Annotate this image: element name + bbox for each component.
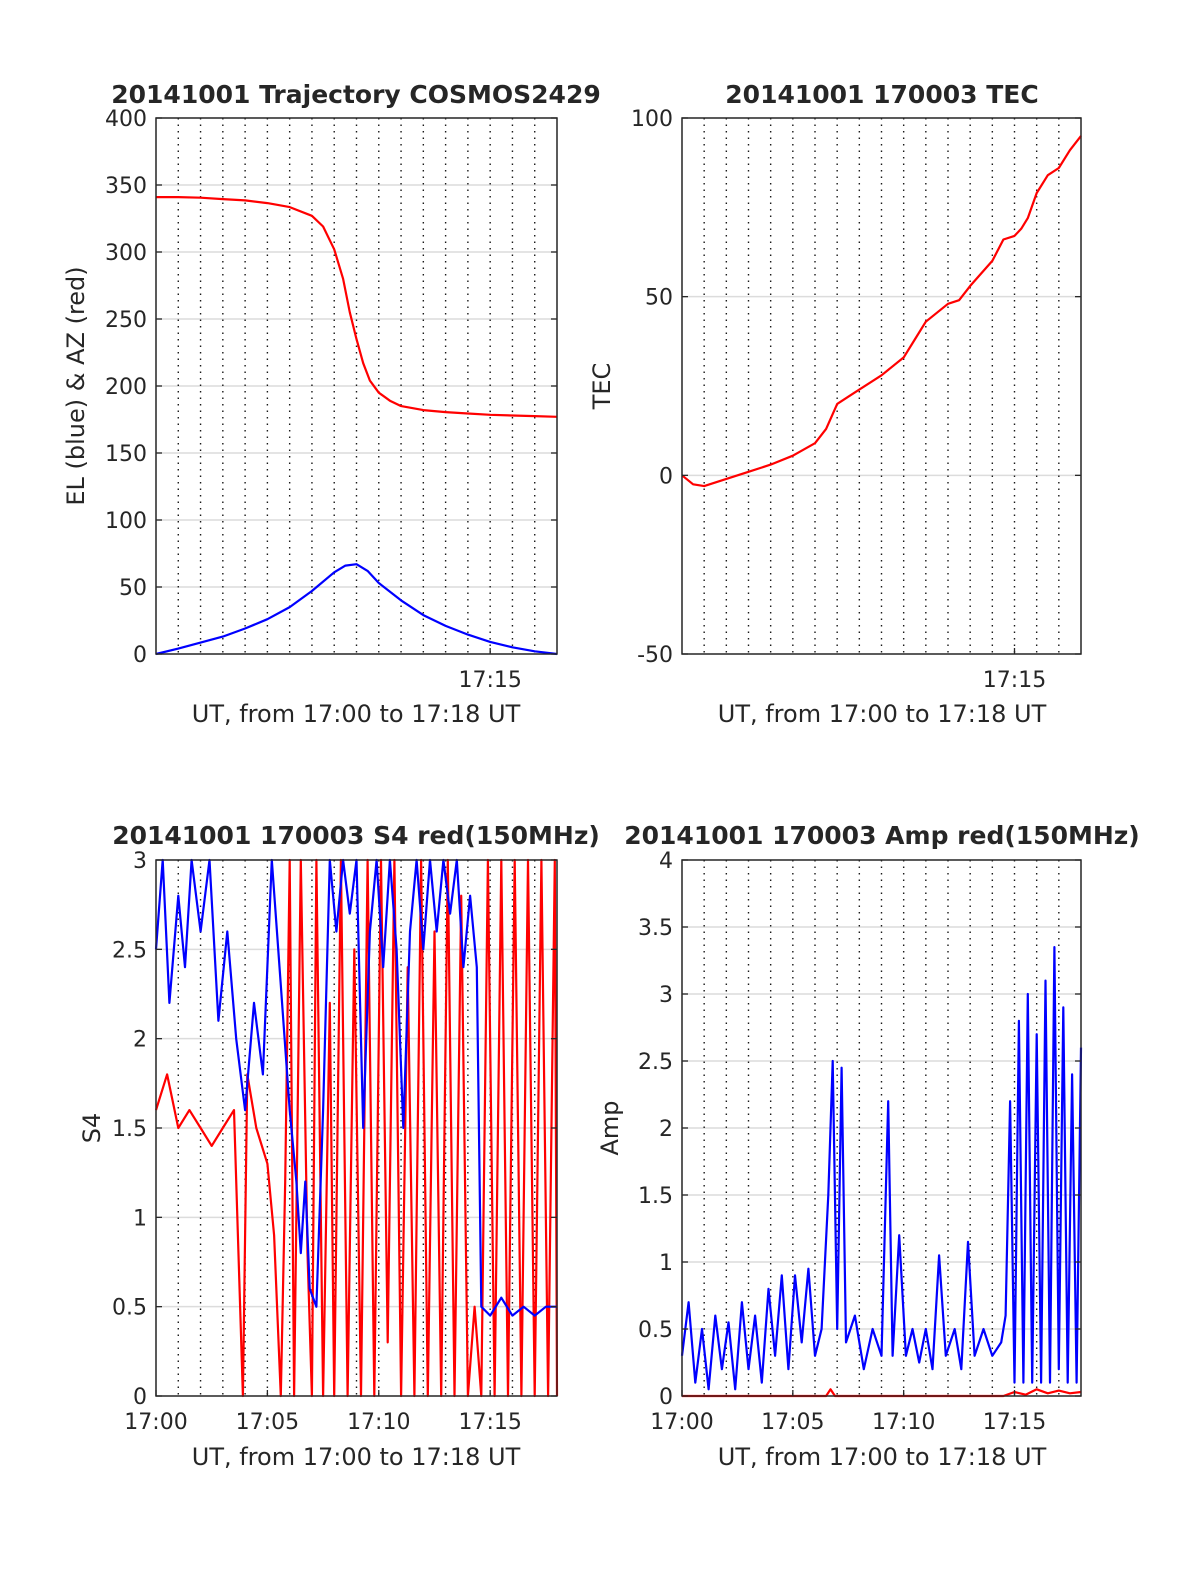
tec-y-tick-label: 50	[645, 286, 673, 311]
amp-y-tick-label: 2.5	[638, 1050, 673, 1075]
amp-y-tick-label: 0	[659, 1385, 673, 1410]
trajectory-panel: 20141001 Trajectory COSMOS2429 UT, from …	[62, 80, 601, 728]
amp-x-axis-label: UT, from 17:00 to 17:18 UT	[718, 1443, 1047, 1471]
amp-series-red-line	[682, 1388, 1082, 1398]
trajectory-y-tick-label: 250	[105, 308, 147, 333]
tec-y-tick-label: 100	[631, 107, 673, 132]
s4-y-tick-label: 2	[133, 1028, 147, 1053]
amp-x-tick-label: 17:05	[761, 1410, 824, 1435]
s4-y-tick-label: 0	[133, 1385, 147, 1410]
trajectory-y-tick-label: 150	[105, 442, 147, 467]
s4-panel: 20141001 170003 S4 red(150MHz) UT, from …	[78, 821, 600, 1471]
trajectory-series-red-line	[156, 196, 558, 418]
trajectory-x-tick-label: 17:15	[458, 668, 521, 693]
trajectory-series-blue-line	[155, 563, 558, 656]
s4-series-blue-line	[154, 858, 557, 1317]
tec-x-tick-label: 17:15	[983, 668, 1046, 693]
trajectory-y-tick-label: 300	[105, 241, 147, 266]
amp-x-tick-label: 17:15	[983, 1410, 1046, 1435]
s4-x-tick-label: 17:05	[236, 1410, 299, 1435]
s4-x-tick-label: 17:15	[458, 1410, 521, 1435]
amp-y-tick-label: 0.5	[638, 1318, 673, 1343]
trajectory-x-axis-label: UT, from 17:00 to 17:18 UT	[192, 700, 521, 728]
trajectory-y-tick-label: 350	[105, 174, 147, 199]
amp-y-tick-label: 1.5	[638, 1184, 673, 1209]
tec-y-tick-label: 0	[659, 464, 673, 489]
amp-y-tick-label: 3	[659, 983, 673, 1008]
s4-y-tick-label: 0.5	[112, 1296, 147, 1321]
trajectory-y-tick-label: 400	[105, 107, 147, 132]
trajectory-y-tick-label: 50	[119, 576, 147, 601]
s4-x-tick-label: 17:10	[347, 1410, 410, 1435]
s4-x-axis-label: UT, from 17:00 to 17:18 UT	[192, 1443, 521, 1471]
trajectory-y-axis-label: EL (blue) & AZ (red)	[62, 266, 90, 505]
amp-y-tick-label: 1	[659, 1251, 673, 1276]
amp-y-tick-label: 4	[659, 849, 673, 874]
trajectory-y-tick-label: 0	[133, 643, 147, 668]
amp-x-tick-label: 17:00	[650, 1410, 713, 1435]
amp-y-tick-label: 3.5	[638, 916, 673, 941]
s4-y-tick-label: 3	[133, 849, 147, 874]
amp-panel: 20141001 170003 Amp red(150MHz) UT, from…	[596, 821, 1140, 1471]
trajectory-title: 20141001 Trajectory COSMOS2429	[111, 80, 601, 109]
s4-series-red-line	[154, 858, 559, 1398]
tec-y-tick-label: -50	[637, 643, 673, 668]
amp-series-blue-line	[680, 945, 1083, 1391]
s4-y-tick-label: 2.5	[112, 938, 147, 963]
s4-y-tick-label: 1	[133, 1206, 147, 1231]
tec-panel: 20141001 170003 TEC UT, from 17:00 to 17…	[588, 80, 1082, 728]
tec-axes-border	[681, 117, 1082, 655]
trajectory-y-tick-label: 200	[105, 375, 147, 400]
tec-series-red-line	[681, 135, 1082, 488]
trajectory-y-tick-label: 100	[105, 509, 147, 534]
s4-x-tick-label: 17:00	[124, 1410, 187, 1435]
amp-title: 20141001 170003 Amp red(150MHz)	[624, 821, 1140, 850]
amp-x-tick-label: 17:10	[872, 1410, 935, 1435]
amp-y-tick-label: 2	[659, 1117, 673, 1142]
amp-y-axis-label: Amp	[596, 1100, 624, 1155]
s4-y-tick-label: 1.5	[112, 1117, 147, 1142]
tec-title: 20141001 170003 TEC	[725, 80, 1038, 109]
s4-y-axis-label: S4	[78, 1113, 106, 1144]
s4-title: 20141001 170003 S4 red(150MHz)	[112, 821, 600, 850]
tec-y-axis-label: TEC	[588, 363, 616, 411]
tec-x-axis-label: UT, from 17:00 to 17:18 UT	[718, 700, 1047, 728]
